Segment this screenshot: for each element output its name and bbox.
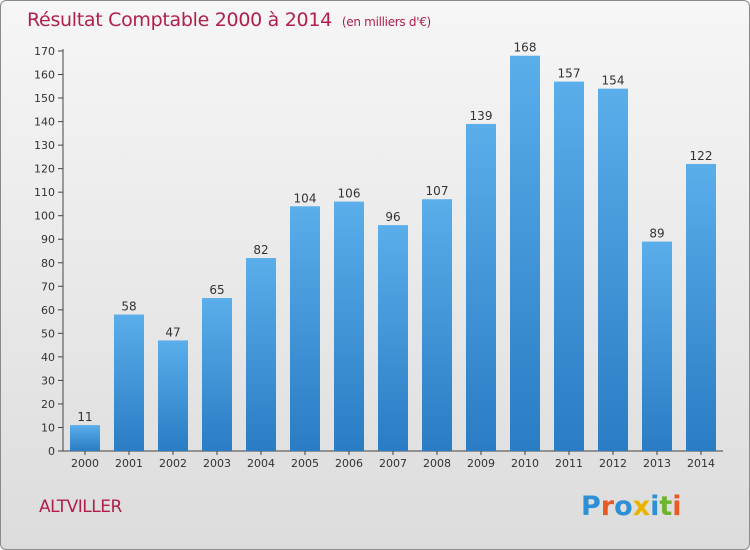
title-unit: (en milliers d'€) <box>341 15 431 29</box>
x-tick-label: 2005 <box>291 457 319 470</box>
x-tick-label: 2007 <box>379 457 407 470</box>
logo-letter: i <box>672 491 682 522</box>
x-tick-label: 2004 <box>247 457 275 470</box>
bar <box>466 123 496 452</box>
logo-text: Proxiti <box>581 491 682 522</box>
logo-letter: x <box>632 491 651 522</box>
y-tick-label: 150 <box>34 92 55 105</box>
bar <box>158 340 188 451</box>
bar-value-label: 58 <box>121 300 136 314</box>
bar-value-label: 82 <box>253 243 268 257</box>
x-tick-label: 2008 <box>423 457 451 470</box>
y-tick-label: 100 <box>34 210 55 223</box>
y-tick-label: 50 <box>41 327 55 340</box>
x-tick-label: 2003 <box>203 457 231 470</box>
bar-value-label: 104 <box>294 191 317 205</box>
proxiti-logo: Proxiti <box>581 491 691 525</box>
bar-value-label: 154 <box>602 74 625 88</box>
bars-group: 11 58 47 65 82 104 106 96 107 139 168 157 154 89 122 <box>70 41 716 452</box>
y-tick-label: 40 <box>41 351 55 364</box>
bar-value-label: 107 <box>426 184 449 198</box>
x-tick-label: 2000 <box>71 457 99 470</box>
logo-letter: r <box>600 491 615 522</box>
y-tick-label: 120 <box>34 163 55 176</box>
bar <box>510 55 540 452</box>
x-tick-label: 2010 <box>511 457 539 470</box>
y-tick-label: 130 <box>34 139 55 152</box>
bar <box>70 425 100 451</box>
y-tick-label: 20 <box>41 398 55 411</box>
y-tick-label: 140 <box>34 116 55 129</box>
bar-value-label: 168 <box>514 41 537 55</box>
logo-letter: i <box>650 491 660 522</box>
x-tick-label: 2009 <box>467 457 495 470</box>
bar-value-label: 122 <box>690 149 713 163</box>
y-tick-label: 60 <box>41 304 55 317</box>
x-tick-label: 2001 <box>115 457 143 470</box>
bar <box>246 258 276 451</box>
place-label: ALTVILLER <box>39 497 122 517</box>
y-tick-label: 90 <box>41 233 55 246</box>
y-tick-label: 70 <box>41 280 55 293</box>
bar-value-label: 139 <box>470 109 493 123</box>
bar <box>290 206 320 451</box>
bar-value-label: 47 <box>165 325 180 339</box>
bar <box>422 199 452 451</box>
title-text: Résultat Comptable 2000 à 2014 <box>27 9 332 31</box>
logo-letter: t <box>659 491 673 522</box>
x-tick-label: 2006 <box>335 457 363 470</box>
y-tick-label: 10 <box>41 421 55 434</box>
y-tick-label: 170 <box>34 45 55 58</box>
bar <box>202 298 232 451</box>
bar-value-label: 65 <box>209 283 224 297</box>
bar-value-label: 157 <box>558 67 581 81</box>
chart-title: Résultat Comptable 2000 à 2014 (en millie… <box>27 9 431 31</box>
bar <box>114 314 144 451</box>
y-tick-label: 30 <box>41 374 55 387</box>
logo-letter: P <box>581 491 601 522</box>
bar <box>686 163 716 452</box>
bar <box>334 201 364 451</box>
bar <box>598 88 628 451</box>
y-tick-label: 110 <box>34 186 55 199</box>
bar-value-label: 106 <box>338 187 361 201</box>
x-tick-label: 2014 <box>687 457 715 470</box>
x-tick-label: 2012 <box>599 457 627 470</box>
x-tick-label: 2013 <box>643 457 671 470</box>
y-tick-label: 80 <box>41 257 55 270</box>
logo-letter: o <box>614 491 633 522</box>
x-tick-label: 2002 <box>159 457 187 470</box>
y-tick-label: 0 <box>48 445 55 458</box>
y-tick-label: 160 <box>34 69 55 82</box>
x-tick-label: 2011 <box>555 457 583 470</box>
bar <box>378 225 408 451</box>
bar <box>554 81 584 452</box>
bar-value-label: 96 <box>385 210 400 224</box>
bar-value-label: 11 <box>77 410 92 424</box>
bar-value-label: 89 <box>649 227 664 241</box>
bar <box>642 241 672 451</box>
